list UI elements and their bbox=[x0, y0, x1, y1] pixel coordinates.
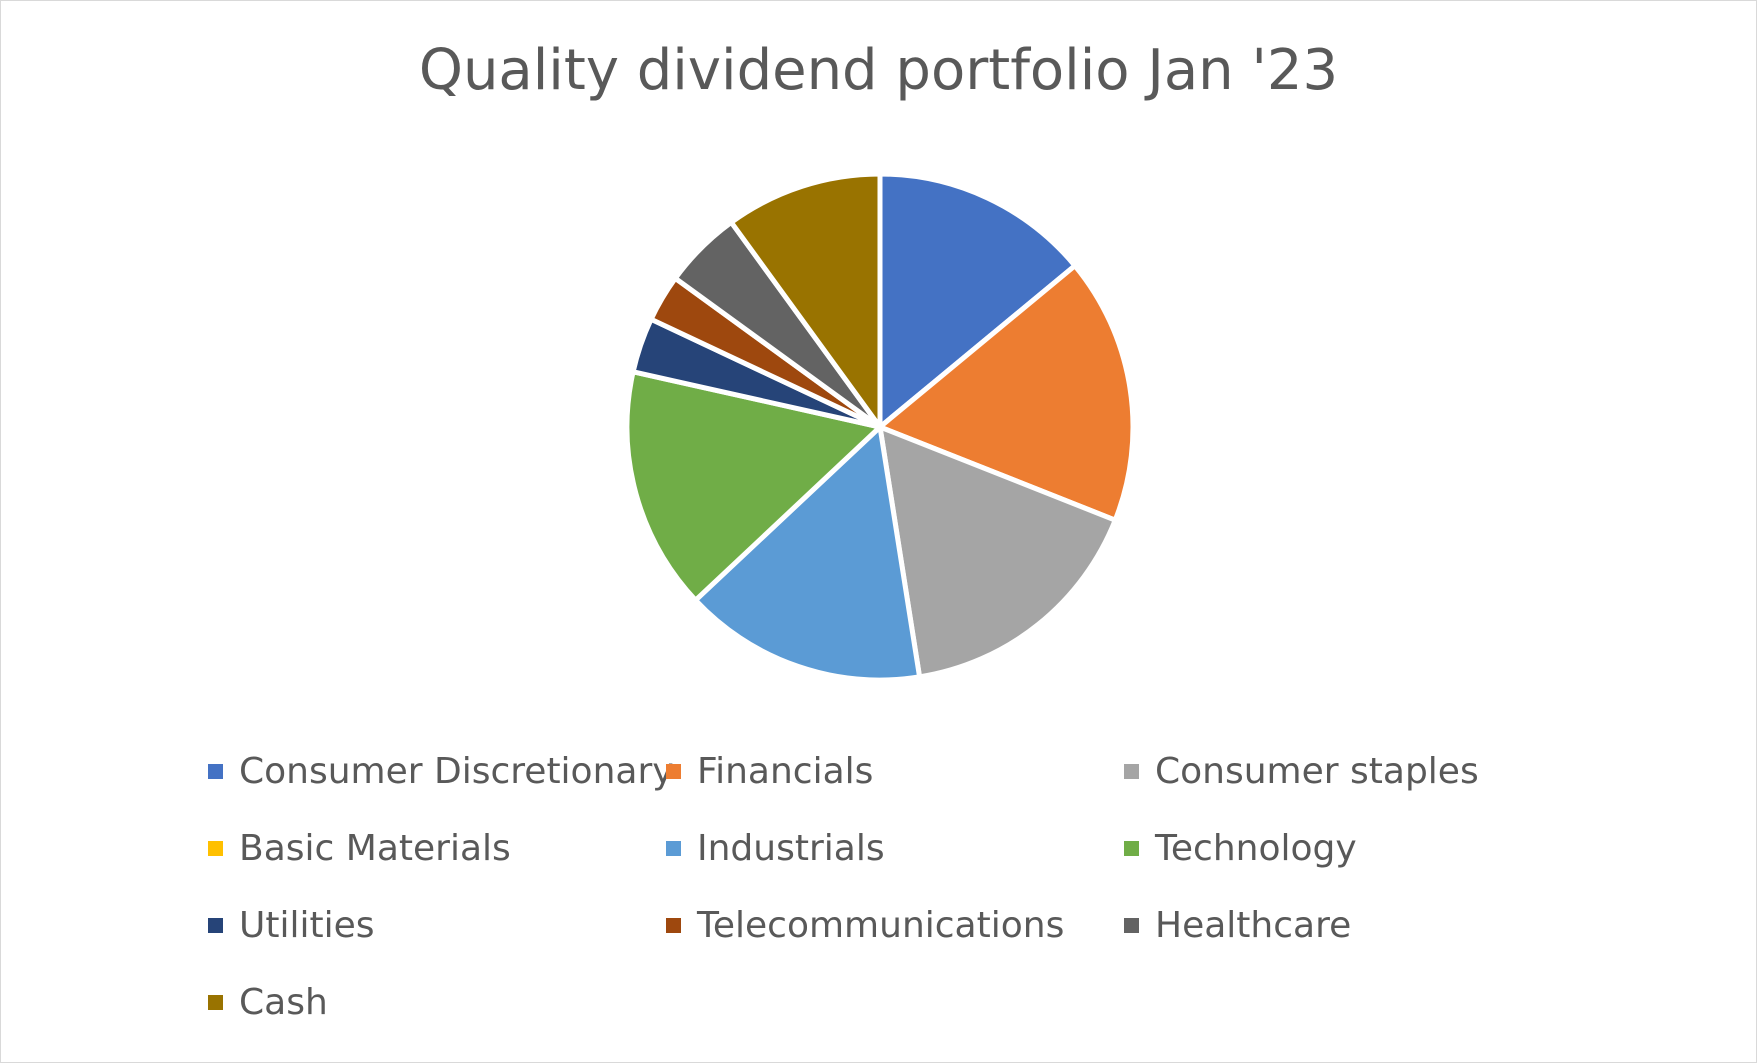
pie-slice-cash bbox=[728, 171, 883, 430]
pie-slice-consumer-staples bbox=[877, 424, 1118, 680]
pie-slice-financials bbox=[877, 263, 1136, 523]
chart-title: Quality dividend portfolio Jan '23 bbox=[418, 38, 1339, 103]
pie-slice-consumer-discretionary bbox=[877, 171, 1078, 430]
pie-slice-technology bbox=[624, 369, 883, 603]
pie-slice-industrials bbox=[693, 424, 923, 683]
